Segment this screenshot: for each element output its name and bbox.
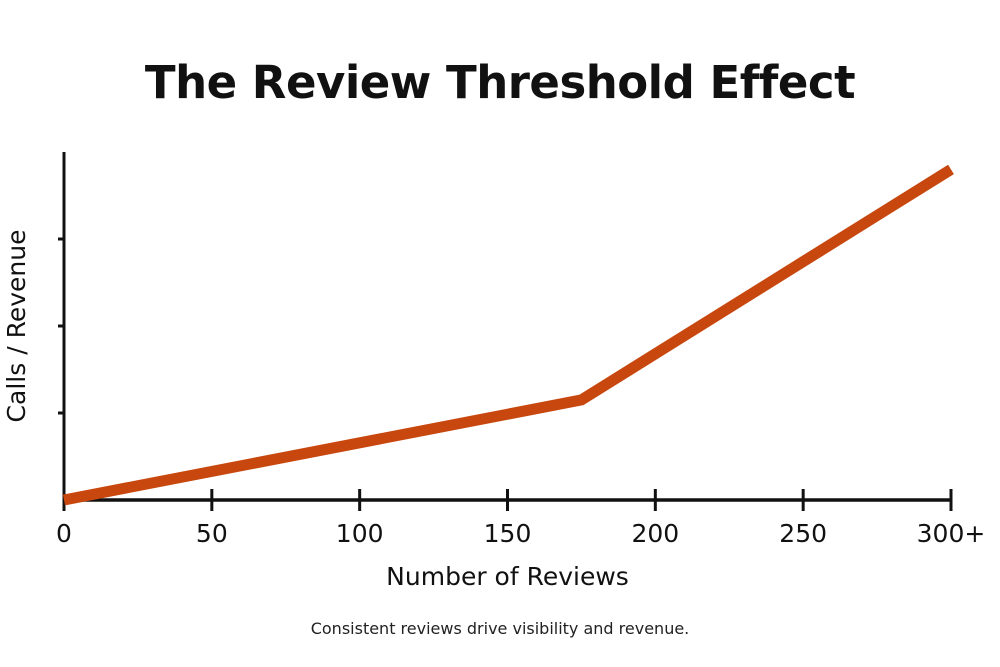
series-line: [62, 164, 954, 506]
x-tick-label: 100: [336, 519, 384, 548]
chart-title: The Review Threshold Effect: [144, 56, 856, 109]
x-axis-label: Number of Reviews: [386, 562, 629, 591]
y-axis-label: Calls / Revenue: [2, 230, 31, 423]
x-tick-label: 300+: [917, 519, 986, 548]
x-tick-label: 250: [779, 519, 827, 548]
chart-caption: Consistent reviews drive visibility and …: [310, 619, 690, 638]
x-tick-label: 50: [196, 519, 228, 548]
x-tick-label: 0: [56, 519, 72, 548]
x-tick-label: 200: [631, 519, 679, 548]
x-tick-label: 150: [484, 519, 532, 548]
